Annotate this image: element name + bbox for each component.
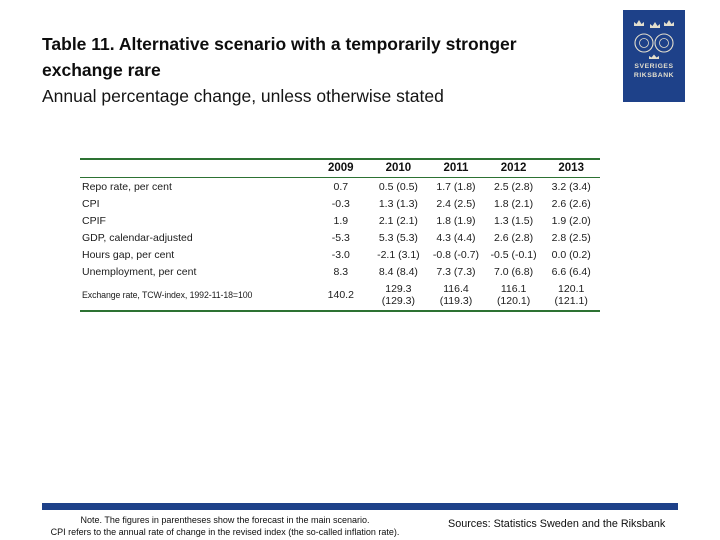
table-cell: -0.5 (-0.1) xyxy=(490,248,537,261)
column-header-2009: 2009 xyxy=(312,158,370,178)
row-label: CPI xyxy=(82,197,100,210)
table-row: Repo rate, per cent 0.7 0.5 (0.5) 1.7 (1… xyxy=(80,178,600,196)
table-cell: 2.5 (2.8) xyxy=(494,180,534,193)
logo-text-line2: RIKSBANK xyxy=(633,71,675,79)
table-cell: 1.3 (1.3) xyxy=(378,197,418,210)
table-cell: 8.4 (8.4) xyxy=(378,265,418,278)
table-row: Exchange rate, TCW-index, 1992-11-18=100… xyxy=(80,280,600,312)
table-cell: 2.8 (2.5) xyxy=(551,231,591,244)
table-cell: 1.3 (1.5) xyxy=(494,214,534,227)
table-cell: 0.7 xyxy=(333,180,349,193)
table-cell: 1.8 (2.1) xyxy=(494,197,534,210)
table-cell: 140.2 xyxy=(312,280,370,312)
table-cell: 3.2 (3.4) xyxy=(551,180,591,193)
table-row: Hours gap, per cent -3.0 -2.1 (3.1) -0.8… xyxy=(80,246,600,263)
table-cell: 5.3 (5.3) xyxy=(378,231,418,244)
table-cell: 2.1 (2.1) xyxy=(378,214,418,227)
page-subtitle: Annual percentage change, unless otherwi… xyxy=(42,86,444,106)
footnote-line2: CPI refers to the annual rate of change … xyxy=(50,527,400,537)
table-cell: 1.8 (1.9) xyxy=(436,214,476,227)
table-cell: 2.4 (2.5) xyxy=(436,197,476,210)
table-cell: 129.3 (129.3) xyxy=(369,280,428,312)
table-row: CPI -0.3 1.3 (1.3) 2.4 (2.5) 1.8 (2.1) 2… xyxy=(80,195,600,212)
column-header-2011: 2011 xyxy=(427,158,485,178)
row-label: GDP, calendar-adjusted xyxy=(82,231,193,244)
table-cell: -5.3 xyxy=(331,231,350,244)
column-header-2010: 2010 xyxy=(369,158,428,178)
riksbank-emblem-icon xyxy=(634,20,674,59)
table-row: GDP, calendar-adjusted -5.3 5.3 (5.3) 4.… xyxy=(80,229,600,246)
table-cell: 1.7 (1.8) xyxy=(436,180,476,193)
table-cell: 6.6 (6.4) xyxy=(551,265,591,278)
table-cell: 116.4 (119.3) xyxy=(427,280,485,312)
table-cell: 116.1 (120.1) xyxy=(484,280,543,312)
table-cell: 0.0 (0.2) xyxy=(551,248,591,261)
table-cell: 8.3 xyxy=(333,265,349,278)
column-header-2012: 2012 xyxy=(484,158,543,178)
table-cell: 1.9 (2.0) xyxy=(551,214,591,227)
page-title-line1: Table 11. Alternative scenario with a te… xyxy=(42,34,517,54)
logo-text-line1: SVERIGES xyxy=(634,63,674,70)
footnote: Note. The figures in parentheses show th… xyxy=(15,514,435,538)
table-corner-cell xyxy=(80,158,312,178)
table-cell: 0.5 (0.5) xyxy=(378,180,418,193)
column-header-2013: 2013 xyxy=(542,158,600,178)
table-cell: 1.9 xyxy=(333,214,349,227)
table-header-row: 2009 2010 2011 2012 2013 xyxy=(80,158,600,178)
table-row: Unemployment, per cent 8.3 8.4 (8.4) 7.3… xyxy=(80,263,600,280)
row-label: Exchange rate, TCW-index, 1992-11-18=100 xyxy=(80,280,312,312)
table-cell: -3.0 xyxy=(331,248,350,261)
row-label: Unemployment, per cent xyxy=(82,265,197,278)
table-row: CPIF 1.9 2.1 (2.1) 1.8 (1.9) 1.3 (1.5) 1… xyxy=(80,212,600,229)
table-cell: 7.3 (7.3) xyxy=(436,265,476,278)
page-title-line2: exchange rare xyxy=(42,60,161,80)
sources-text: Sources: Statistics Sweden and the Riksb… xyxy=(448,518,666,530)
row-label: Hours gap, per cent xyxy=(82,248,175,261)
table-cell: 7.0 (6.8) xyxy=(494,265,534,278)
table-cell: 120.1 (121.1) xyxy=(542,280,600,312)
riksbank-logo: SVERIGES RIKSBANK xyxy=(623,10,685,102)
table-cell: 2.6 (2.6) xyxy=(551,197,591,210)
footnote-line1: Note. The figures in parentheses show th… xyxy=(80,515,370,525)
footer-accent-bar xyxy=(42,503,678,510)
table-cell: -0.3 xyxy=(331,197,350,210)
table-cell: -2.1 (3.1) xyxy=(377,248,420,261)
row-label: Repo rate, per cent xyxy=(82,180,172,193)
row-label: CPIF xyxy=(82,214,106,227)
table-cell: 4.3 (4.4) xyxy=(436,231,476,244)
title-block: Table 11. Alternative scenario with a te… xyxy=(42,31,607,109)
scenario-table: 2009 2010 2011 2012 2013 Repo rate, per … xyxy=(80,158,600,312)
table-cell: -0.8 (-0.7) xyxy=(432,248,480,261)
table-cell: 2.6 (2.8) xyxy=(494,231,534,244)
